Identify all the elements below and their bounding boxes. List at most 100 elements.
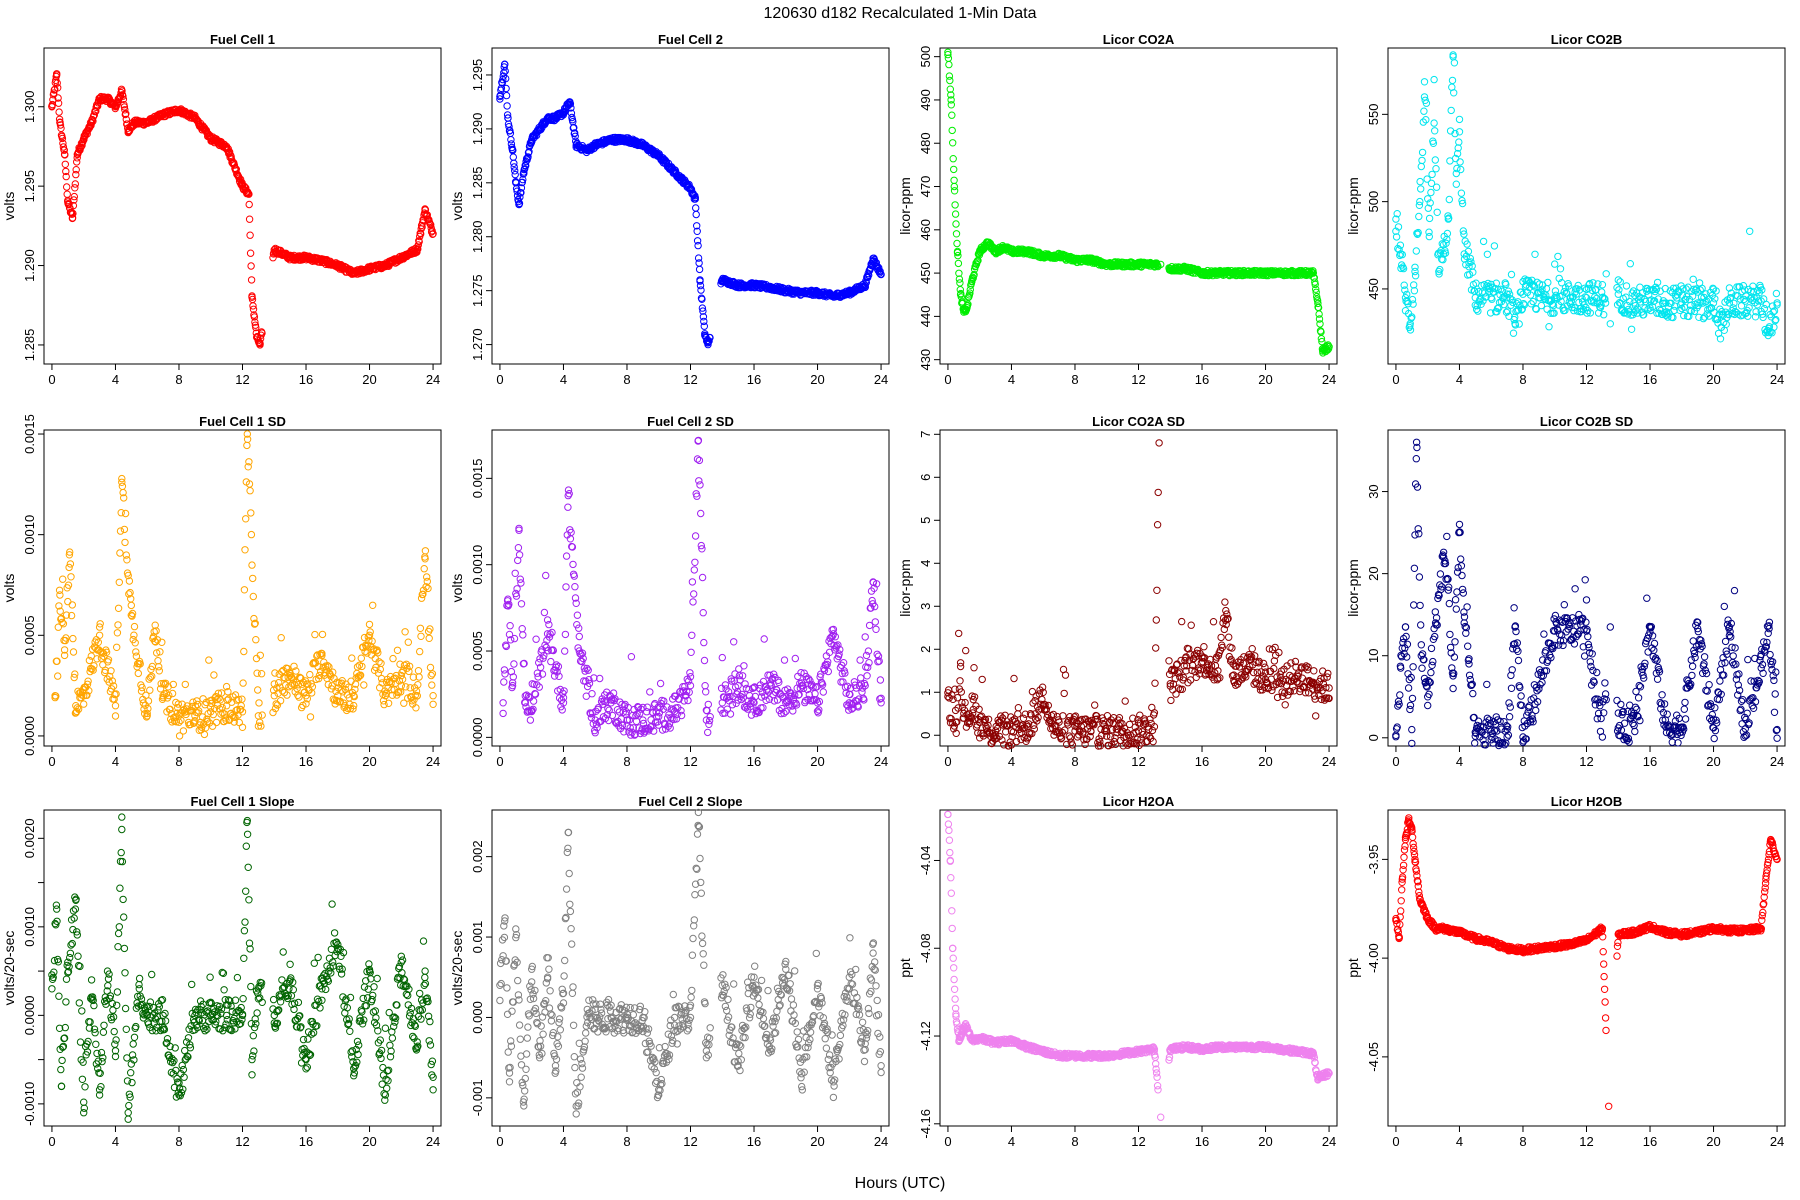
data-point: [1679, 285, 1687, 293]
data-point: [188, 702, 197, 711]
data-point: [1529, 297, 1537, 306]
x-tick-label: 0: [944, 372, 951, 387]
data-point: [53, 657, 61, 665]
data-point: [251, 619, 259, 627]
data-point: [58, 618, 66, 627]
data-point: [1453, 149, 1462, 158]
y-tick-label: 480: [918, 132, 933, 154]
data-point: [517, 579, 525, 587]
data-point: [543, 616, 552, 624]
data-point: [256, 339, 264, 348]
data-point: [214, 689, 223, 697]
data-point: [218, 703, 226, 712]
data-point: [415, 237, 423, 246]
data-point: [242, 515, 250, 523]
data-point: [872, 625, 880, 633]
data-point: [1702, 297, 1711, 305]
data-point: [1598, 281, 1607, 289]
data-point: [1153, 521, 1162, 529]
x-tick-label: 24: [426, 754, 440, 769]
data-point: [126, 588, 134, 597]
data-point: [186, 720, 195, 729]
data-point: [956, 286, 964, 294]
data-point: [277, 634, 285, 642]
data-point: [1689, 275, 1697, 283]
data-point: [1515, 320, 1523, 328]
data-point: [646, 688, 654, 696]
data-point: [120, 525, 129, 534]
data-point: [522, 157, 530, 166]
data-point: [1680, 311, 1688, 320]
data-point: [698, 573, 707, 582]
data-point: [1712, 287, 1720, 295]
data-points: [944, 48, 1333, 357]
x-tick-label: 16: [1195, 754, 1209, 769]
data-point: [254, 686, 262, 694]
data-point: [1472, 305, 1481, 314]
data-point: [166, 705, 174, 713]
data-point: [1606, 320, 1615, 328]
x-tick-label: 12: [235, 372, 249, 387]
data-point: [1601, 295, 1609, 303]
data-point: [70, 192, 79, 201]
data-point: [564, 503, 572, 511]
data-point: [1416, 177, 1424, 186]
data-point: [560, 108, 568, 117]
data-point: [1410, 281, 1418, 289]
x-tick-label: 0: [1392, 372, 1399, 387]
data-point: [1151, 679, 1159, 687]
data-point: [246, 249, 255, 257]
data-point: [109, 682, 118, 690]
data-point: [1544, 278, 1552, 287]
panel-6: Licor CO2A SD0 4 8 12 16 20 2401234567licor-pp…: [897, 414, 1338, 769]
data-point: [1424, 195, 1432, 203]
data-point: [61, 151, 69, 159]
data-point: [521, 165, 529, 173]
data-point: [526, 716, 535, 724]
data-point: [502, 91, 511, 100]
data-point: [116, 549, 124, 557]
data-point: [1396, 241, 1405, 249]
data-point: [54, 94, 62, 102]
y-tick-label: 1.280: [470, 220, 485, 253]
x-tick-label: 12: [683, 372, 697, 387]
panel-title: Fuel Cell 1 SD: [199, 414, 286, 429]
data-point: [416, 647, 424, 656]
data-point: [1428, 170, 1436, 179]
data-point: [691, 193, 699, 202]
data-point: [144, 697, 153, 705]
data-point: [393, 646, 402, 654]
data-point: [270, 692, 278, 700]
data-point: [1429, 139, 1438, 148]
data-point: [246, 231, 254, 239]
data-point: [1426, 199, 1434, 207]
data-point: [253, 669, 261, 677]
data-point: [125, 590, 133, 598]
data-point: [1680, 303, 1689, 311]
data-point: [518, 178, 526, 187]
data-point: [233, 706, 242, 714]
data-point: [1509, 329, 1518, 337]
data-point: [64, 581, 73, 589]
data-point: [509, 153, 517, 161]
data-point: [243, 435, 252, 443]
data-point: [198, 713, 207, 721]
data-point: [1596, 303, 1604, 311]
data-point: [1526, 291, 1535, 299]
data-point: [1627, 325, 1636, 333]
data-point: [507, 136, 515, 144]
data-point: [502, 84, 510, 93]
data-point: [248, 292, 256, 300]
data-point: [1427, 179, 1436, 188]
data-point: [954, 251, 962, 260]
panel-title: Licor CO2A SD: [1092, 414, 1185, 429]
data-point: [54, 672, 62, 680]
data-point: [1155, 439, 1163, 447]
data-point: [1414, 228, 1422, 237]
data-point: [63, 190, 71, 198]
data-point: [1695, 313, 1703, 321]
data-point: [195, 707, 203, 715]
data-point: [1651, 287, 1659, 296]
data-point: [1772, 315, 1780, 324]
data-point: [1484, 279, 1492, 288]
